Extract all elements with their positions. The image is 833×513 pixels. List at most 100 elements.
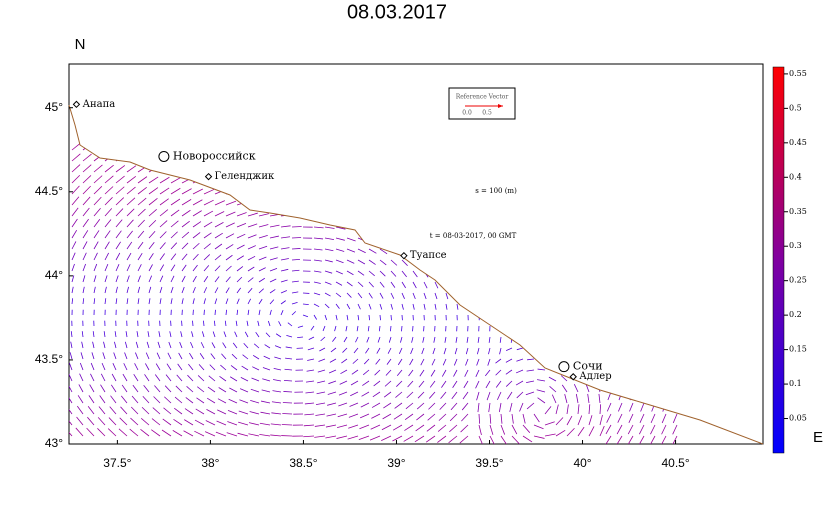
current-arrow xyxy=(545,227,550,235)
current-arrow xyxy=(413,161,423,165)
current-arrow xyxy=(588,348,589,354)
current-arrow xyxy=(124,363,127,370)
reference-title: Reference Vector xyxy=(456,94,509,101)
current-arrow xyxy=(238,422,248,425)
current-arrow xyxy=(281,301,286,304)
current-arrow xyxy=(145,363,149,370)
current-arrow xyxy=(578,238,582,246)
current-arrow xyxy=(394,414,402,419)
current-arrow xyxy=(655,293,656,299)
current-arrow xyxy=(376,359,380,364)
current-arrow xyxy=(517,392,523,398)
current-arrow xyxy=(127,264,130,271)
current-arrow xyxy=(402,150,412,154)
current-arrow xyxy=(149,242,154,249)
current-arrow xyxy=(523,436,532,442)
current-arrow xyxy=(380,227,389,231)
current-arrow xyxy=(116,198,124,205)
current-arrow xyxy=(263,367,270,370)
current-arrow xyxy=(565,394,567,403)
current-arrow xyxy=(121,396,127,403)
current-arrow xyxy=(534,282,536,289)
current-arrow xyxy=(281,171,292,172)
current-arrow xyxy=(182,254,187,260)
current-arrow xyxy=(392,436,402,441)
current-arrow xyxy=(446,150,456,155)
current-arrow xyxy=(600,194,606,203)
current-arrow xyxy=(228,410,237,414)
current-arrow xyxy=(94,253,97,260)
current-arrow xyxy=(618,403,622,411)
current-arrow xyxy=(628,425,633,434)
current-arrow xyxy=(285,358,292,359)
current-arrow xyxy=(417,403,424,409)
current-arrow xyxy=(644,205,649,214)
current-arrow xyxy=(215,244,222,249)
current-arrow xyxy=(544,337,545,343)
current-arrow xyxy=(127,166,136,172)
current-arrow xyxy=(577,337,578,343)
current-arrow xyxy=(101,374,105,381)
current-arrow xyxy=(127,287,129,293)
current-arrow xyxy=(350,392,358,396)
current-arrow xyxy=(89,395,94,403)
current-arrow xyxy=(82,331,83,337)
current-arrow xyxy=(182,243,188,249)
current-arrow xyxy=(556,238,560,246)
current-arrow xyxy=(655,183,661,192)
current-arrow xyxy=(347,238,356,241)
current-arrow xyxy=(185,409,193,414)
current-arrow xyxy=(652,403,655,412)
current-arrow xyxy=(138,220,145,227)
current-arrow xyxy=(517,348,523,350)
current-arrow xyxy=(248,235,257,238)
current-arrow xyxy=(325,161,336,162)
current-arrow xyxy=(105,253,109,260)
current-arrow xyxy=(196,409,204,414)
current-arrow xyxy=(666,183,672,192)
current-arrow xyxy=(292,281,299,282)
current-arrow xyxy=(523,205,530,213)
current-arrow xyxy=(120,407,127,414)
current-arrow xyxy=(347,249,355,252)
city-marker xyxy=(73,101,79,107)
current-arrow xyxy=(633,260,635,268)
current-arrow xyxy=(380,238,388,243)
current-arrow xyxy=(248,224,257,227)
current-arrow xyxy=(189,353,193,359)
current-arrow xyxy=(162,430,171,436)
current-arrow xyxy=(298,326,303,328)
current-arrow xyxy=(677,172,683,181)
current-arrow xyxy=(523,216,529,224)
current-arrow xyxy=(545,422,555,425)
current-arrow xyxy=(197,387,204,392)
colorbar-tick-label: 0.35 xyxy=(789,207,807,216)
current-arrow xyxy=(266,333,270,337)
current-arrow xyxy=(248,191,259,194)
colorbar-tick-label: 0.15 xyxy=(789,345,807,354)
current-arrow xyxy=(588,394,589,403)
current-arrow xyxy=(248,299,251,304)
current-arrow xyxy=(424,282,427,288)
current-arrow xyxy=(104,331,105,337)
current-arrow xyxy=(643,348,644,354)
current-arrow xyxy=(446,304,447,310)
current-arrow xyxy=(215,233,223,238)
city-marker xyxy=(559,362,569,372)
current-arrow xyxy=(545,205,552,213)
current-arrow xyxy=(446,161,456,166)
current-arrow xyxy=(574,384,578,392)
current-arrow xyxy=(281,248,289,249)
current-arrow xyxy=(180,342,182,348)
current-arrow xyxy=(204,189,214,194)
current-arrow xyxy=(457,183,466,189)
current-arrow xyxy=(490,304,491,310)
current-arrow xyxy=(184,420,193,425)
current-arrow xyxy=(487,392,490,400)
current-arrow xyxy=(578,227,583,235)
current-arrow xyxy=(347,271,353,275)
current-arrow xyxy=(662,425,666,434)
current-arrow xyxy=(655,227,659,236)
colorbar-tick-label: 0.45 xyxy=(789,138,807,147)
